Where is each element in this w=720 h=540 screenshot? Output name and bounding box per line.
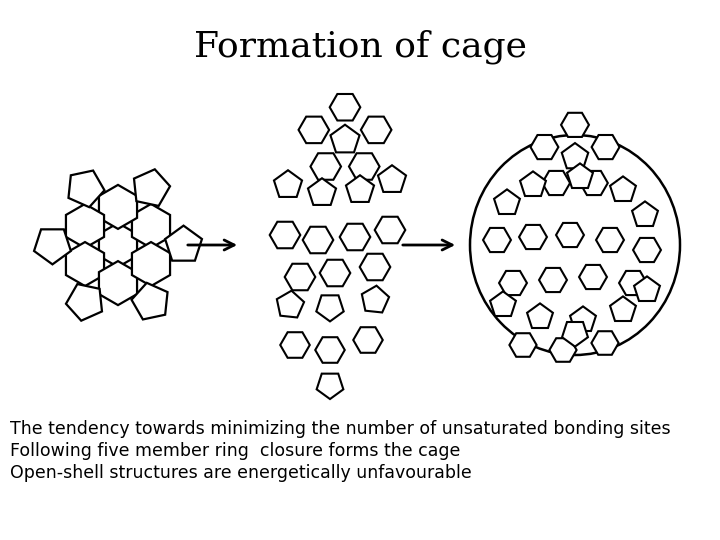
Polygon shape (270, 222, 300, 248)
Polygon shape (346, 176, 374, 202)
Polygon shape (66, 204, 104, 248)
Polygon shape (610, 177, 636, 201)
Polygon shape (580, 171, 608, 195)
Polygon shape (633, 238, 661, 262)
Polygon shape (570, 306, 596, 331)
Polygon shape (66, 242, 104, 286)
Polygon shape (378, 165, 406, 192)
Polygon shape (308, 178, 336, 205)
Polygon shape (619, 271, 647, 295)
Polygon shape (562, 322, 588, 347)
Polygon shape (68, 171, 104, 207)
Polygon shape (299, 117, 329, 143)
Polygon shape (556, 223, 584, 247)
Polygon shape (634, 276, 660, 301)
Polygon shape (632, 201, 658, 226)
Polygon shape (132, 204, 170, 248)
Polygon shape (66, 284, 102, 321)
Polygon shape (592, 135, 619, 159)
Polygon shape (34, 230, 71, 265)
Polygon shape (549, 338, 577, 362)
Polygon shape (340, 224, 370, 250)
Polygon shape (132, 283, 168, 320)
Polygon shape (510, 333, 536, 357)
Polygon shape (361, 117, 392, 143)
Polygon shape (99, 261, 137, 305)
Polygon shape (531, 135, 559, 159)
Polygon shape (596, 228, 624, 252)
Polygon shape (349, 153, 379, 180)
Polygon shape (483, 228, 511, 252)
Polygon shape (134, 170, 170, 206)
Text: The tendency towards minimizing the number of unsaturated bonding sites: The tendency towards minimizing the numb… (10, 420, 670, 438)
Polygon shape (277, 291, 304, 318)
Polygon shape (165, 226, 202, 261)
Polygon shape (490, 292, 516, 316)
Polygon shape (539, 268, 567, 292)
Polygon shape (542, 171, 570, 195)
Polygon shape (362, 286, 389, 313)
Polygon shape (330, 94, 360, 120)
Polygon shape (360, 254, 390, 280)
Ellipse shape (470, 135, 680, 355)
Polygon shape (99, 223, 137, 267)
Polygon shape (561, 113, 589, 137)
Polygon shape (315, 337, 345, 363)
Polygon shape (579, 265, 607, 289)
Polygon shape (316, 295, 343, 321)
Polygon shape (320, 260, 351, 286)
Text: Formation of cage: Formation of cage (194, 30, 526, 64)
Polygon shape (527, 303, 553, 328)
Polygon shape (374, 217, 405, 243)
Polygon shape (567, 164, 593, 188)
Polygon shape (610, 296, 636, 321)
Polygon shape (494, 190, 520, 214)
Polygon shape (591, 331, 618, 355)
Text: Open-shell structures are energetically unfavourable: Open-shell structures are energetically … (10, 464, 472, 482)
Polygon shape (330, 125, 359, 152)
Text: Following five member ring  closure forms the cage: Following five member ring closure forms… (10, 442, 460, 460)
Polygon shape (310, 153, 341, 180)
Polygon shape (562, 143, 588, 168)
Polygon shape (280, 332, 310, 358)
Polygon shape (317, 374, 343, 399)
Polygon shape (354, 327, 383, 353)
Polygon shape (132, 242, 170, 286)
Polygon shape (274, 170, 302, 197)
Polygon shape (519, 225, 547, 249)
Polygon shape (284, 264, 315, 291)
Polygon shape (520, 171, 546, 196)
Polygon shape (99, 185, 137, 229)
Polygon shape (302, 227, 333, 253)
Polygon shape (499, 271, 527, 295)
